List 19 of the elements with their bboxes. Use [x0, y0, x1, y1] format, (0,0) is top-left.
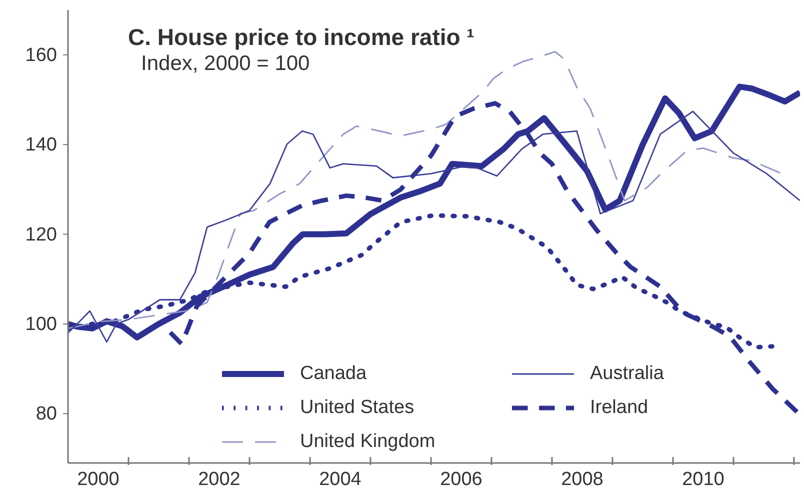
x-tick-label: 2002: [198, 469, 240, 490]
legend-label: United Kingdom: [300, 431, 436, 453]
y-tick-label: 140: [25, 134, 57, 156]
legend-label: Australia: [590, 363, 664, 385]
y-tick-label: 120: [25, 224, 57, 246]
x-tick-label: 2000: [77, 469, 120, 490]
y-tick-label: 100: [25, 314, 57, 335]
legend-label: Canada: [300, 363, 367, 385]
line-series: [68, 50, 781, 330]
text: C. House price to income ratio ¹: [128, 24, 474, 51]
legend-label: United States: [300, 397, 414, 419]
x-tick-label: 2004: [319, 469, 362, 490]
text: Index, 2000 = 100: [141, 52, 310, 76]
x-tick-label: 2008: [561, 469, 604, 490]
legend-label: Ireland: [590, 397, 648, 419]
y-tick-label: 160: [25, 44, 57, 66]
y-tick-label: 80: [36, 404, 57, 425]
x-tick-label: 2010: [682, 469, 724, 490]
x-tick-label: 2006: [440, 469, 482, 490]
